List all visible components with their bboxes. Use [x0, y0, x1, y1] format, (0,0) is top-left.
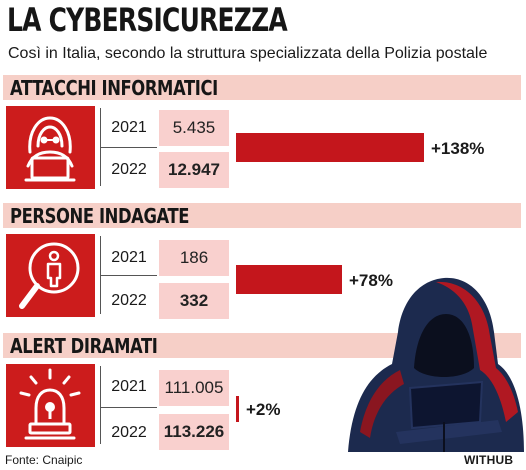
year-label-2021: 2021 — [111, 378, 147, 395]
value-2022: 332 — [179, 291, 209, 310]
value-box-2022: 332 — [159, 283, 229, 319]
value-2022: 113.226 — [163, 422, 225, 441]
value-2021: 111.005 — [164, 378, 224, 397]
divider — [100, 147, 157, 148]
change-label-persone: +78% — [349, 271, 393, 290]
year-label-2022: 2022 — [111, 292, 147, 309]
magnifier-person-icon — [6, 234, 95, 317]
page-title: LA CYBERSICUREZZA — [7, 1, 288, 39]
section-header-persone: PERSONE INDAGATE — [3, 203, 521, 228]
year-label-2022: 2022 — [111, 424, 147, 441]
year-label-2021: 2021 — [111, 119, 147, 136]
section-header-attacchi: ATTACCHI INFORMATICI — [3, 75, 521, 100]
value-box-2022: 12.947 — [159, 152, 229, 188]
value-2022: 12.947 — [168, 160, 220, 179]
change-label-attacchi: +138% — [431, 139, 485, 158]
year-label-2022: 2022 — [111, 161, 147, 178]
publisher-logo: WITHUB — [464, 453, 514, 467]
page-subtitle: Così in Italia, secondo la struttura spe… — [8, 45, 488, 62]
value-2021: 186 — [179, 248, 209, 267]
source-credit: Fonte: Cnaipic — [5, 453, 83, 467]
divider — [100, 407, 157, 408]
value-2021: 5.435 — [172, 118, 216, 137]
hooded-hacker-illustration — [348, 277, 524, 452]
alarm-siren-icon — [6, 364, 95, 447]
section-title: ALERT DIRAMATI — [10, 334, 158, 358]
value-box-2022: 113.226 — [159, 414, 229, 450]
year-label-2021: 2021 — [111, 249, 147, 266]
value-box-2021: 5.435 — [159, 110, 229, 146]
change-label-alert: +2% — [246, 400, 281, 419]
hacker-laptop-icon — [6, 106, 95, 189]
change-bar-alert — [236, 396, 239, 422]
change-bar-attacchi — [236, 133, 424, 162]
divider — [100, 275, 157, 276]
value-box-2021: 186 — [159, 240, 229, 276]
change-bar-persone — [236, 265, 342, 294]
value-box-2021: 111.005 — [159, 370, 229, 406]
section-title: ATTACCHI INFORMATICI — [10, 76, 218, 100]
divider — [100, 366, 101, 444]
section-title: PERSONE INDAGATE — [10, 204, 190, 228]
